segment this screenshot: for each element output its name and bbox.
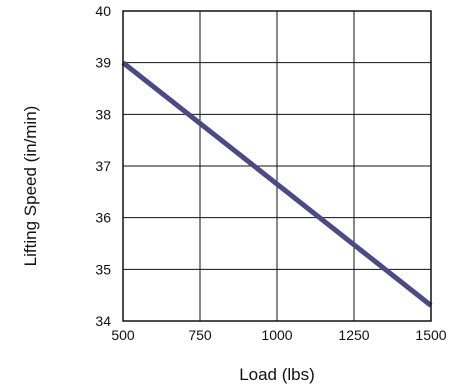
y-tick-label-3: 37 <box>95 158 111 174</box>
x-tick-label-0: 500 <box>111 327 135 343</box>
x-tick-label-4: 1500 <box>415 327 446 343</box>
y-tick-label-5: 39 <box>95 55 111 71</box>
x-axis-ticks: 500 750 1000 1250 1500 <box>111 327 446 343</box>
x-tick-label-2: 1000 <box>261 327 292 343</box>
x-axis-title: Load (lbs) <box>239 365 315 384</box>
y-tick-label-2: 36 <box>95 210 111 226</box>
y-tick-label-0: 34 <box>95 313 111 329</box>
y-tick-label-4: 38 <box>95 106 111 122</box>
y-axis-ticks: 34 35 36 37 38 39 40 <box>95 3 111 329</box>
series-line-0 <box>121 60 433 308</box>
series-group <box>121 60 433 308</box>
y-axis-title: Lifting Speed (in/min) <box>21 106 40 267</box>
y-tick-label-6: 40 <box>95 3 111 19</box>
grid <box>122 10 432 322</box>
plot-frame <box>122 10 432 322</box>
x-tick-label-1: 750 <box>188 327 212 343</box>
y-tick-label-1: 35 <box>95 261 111 277</box>
x-tick-label-3: 1250 <box>338 327 369 343</box>
